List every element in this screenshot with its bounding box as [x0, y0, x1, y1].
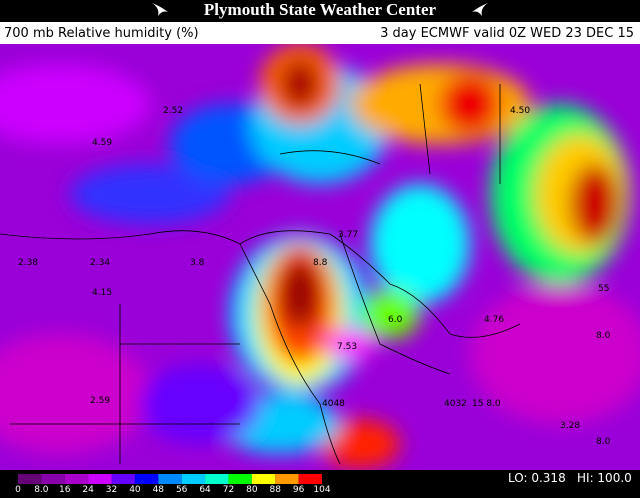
map-label: 4032 — [444, 399, 467, 409]
colorbar-label: 64 — [199, 485, 211, 495]
colorbar-label: 104 — [313, 485, 331, 495]
colorbar-swatch — [181, 474, 206, 484]
high-value: HI: 100.0 — [577, 471, 632, 485]
header-bar: Plymouth State Weather Center — [0, 0, 640, 22]
subheader: 700 mb Relative humidity (%) 3 day ECMWF… — [0, 22, 640, 44]
colorbar-swatch — [111, 474, 135, 484]
colorbar-label: 72 — [222, 485, 235, 495]
title: Plymouth State Weather Center — [203, 0, 437, 19]
map-label: 3.77 — [338, 230, 359, 240]
colorbar-label: 48 — [152, 485, 165, 495]
colorbar-swatch — [158, 474, 182, 484]
map-label: 4.76 — [484, 315, 505, 325]
colorbar-label: 88 — [269, 485, 281, 495]
map-label: 3.8 — [190, 258, 205, 268]
map-label: 2.52 — [163, 106, 184, 116]
map-label: 8.0 — [596, 331, 611, 341]
map-label: 2.38 — [18, 258, 39, 268]
colorbar-swatch — [275, 474, 299, 484]
map-label: 3.28 — [560, 421, 581, 431]
colorbar — [18, 474, 322, 484]
map-label: 8.0 — [596, 437, 611, 447]
colorbar-label: 32 — [105, 485, 118, 495]
colorbar-label: 40 — [129, 485, 141, 495]
colorbar-swatch — [88, 474, 112, 484]
colorbar-label: 96 — [292, 485, 305, 495]
colorbar-swatch — [134, 474, 159, 484]
map-label: 2.34 — [90, 258, 111, 268]
map-label: 6.0 — [388, 315, 403, 325]
map-label: 4048 — [322, 399, 345, 409]
colorbar-label: 56 — [175, 485, 188, 495]
colorbar-swatch — [228, 474, 252, 484]
colorbar-swatch — [298, 474, 322, 484]
map-label: 8.8 — [313, 258, 328, 268]
map-label: 4.59 — [92, 138, 113, 148]
colorbar-swatch — [64, 474, 89, 484]
humidity-map — [0, 44, 640, 470]
map-label: 2.59 — [90, 396, 111, 406]
map-label: 15 8.0 — [472, 399, 501, 409]
colorbar-label: 16 — [59, 485, 71, 495]
colorbar-label: 24 — [82, 485, 94, 495]
subtitle-left: 700 mb Relative humidity (%) — [4, 26, 199, 41]
colorbar-swatch — [205, 474, 229, 484]
colorbar-swatch — [251, 474, 276, 484]
map-label: 4.15 — [92, 288, 113, 298]
logo-birds — [152, 3, 488, 16]
colorbar-label: 8.0 — [34, 485, 49, 495]
colorbar-swatch — [18, 474, 42, 484]
low-value: LO: 0.318 — [508, 471, 566, 485]
colorbar-label: 0 — [15, 485, 21, 495]
colorbar-swatch — [41, 474, 65, 484]
map-label: 4.50 — [510, 106, 531, 116]
colorbar-label: 80 — [246, 485, 258, 495]
map-label: 55 — [598, 284, 610, 294]
subtitle-right: 3 day ECMWF valid 0Z WED 23 DEC 15 — [380, 26, 634, 41]
map-label: 7.53 — [337, 342, 358, 352]
